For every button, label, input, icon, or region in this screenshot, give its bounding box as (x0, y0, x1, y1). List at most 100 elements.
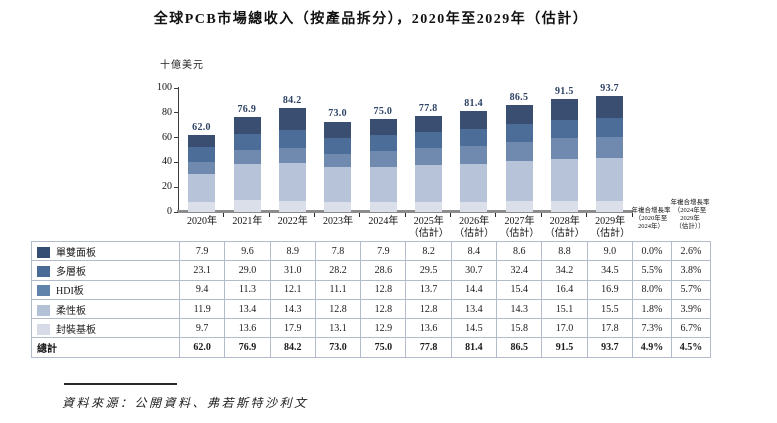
value-cell: 76.9 (224, 337, 271, 358)
x-tick-mark (359, 213, 361, 217)
value-cell: 8.9 (269, 240, 316, 262)
bar-2027年 (505, 104, 533, 212)
bar-segment-多層板 (188, 173, 216, 203)
y-tick-label: 60 (162, 131, 172, 143)
value-cell: 15.8 (496, 318, 543, 339)
bar-segment-柔性板 (324, 137, 352, 154)
value-cell: 14.3 (269, 298, 316, 320)
value-cell: 28.6 (360, 260, 407, 281)
x-category-label: 2025年 （估計） (408, 216, 449, 239)
bar-segment-柔性板 (188, 147, 216, 162)
bar-2029年 (596, 95, 624, 212)
bar-total-label: 76.9 (237, 103, 257, 115)
legend-swatch (37, 323, 50, 335)
bar-segment-HDI板 (505, 142, 533, 162)
value-cell: 93.7 (586, 337, 633, 358)
cagr-cell: 2.6% (670, 240, 711, 262)
value-cell: 7.8 (314, 240, 362, 262)
table-total-row: 總計 62.0 76.9 84.2 73.0 75.0 77.8 81.4 86.5 91.5 93… (31, 337, 711, 358)
value-cell: 77.8 (405, 337, 452, 358)
bar-segment-封裝基板 (278, 107, 306, 130)
bar-segment-多層板 (369, 166, 397, 203)
bar-segment-單雙面板 (233, 200, 261, 212)
value-cell: 12.8 (360, 298, 407, 320)
value-cell: 17.0 (541, 318, 588, 339)
bar-segment-多層板 (233, 164, 261, 201)
value-cell: 12.8 (360, 279, 407, 300)
legend-swatch (37, 304, 50, 316)
value-cell: 9.7 (178, 318, 226, 339)
bar-segment-柔性板 (278, 129, 306, 148)
value-cell: 28.2 (314, 260, 362, 281)
bar-2025年 (414, 115, 442, 212)
bar-segment-HDI板 (324, 153, 352, 168)
row-label: HDI板 (31, 279, 180, 300)
value-cell: 13.6 (405, 318, 452, 339)
table-row: HDI板 9.4 11.3 12.1 11.1 12.8 13.7 14.4 15.4 16.4 1… (31, 279, 711, 300)
x-tick-mark (268, 213, 270, 217)
bar-segment-HDI板 (369, 150, 397, 167)
bar-segment-單雙面板 (460, 201, 488, 212)
value-cell: 12.8 (314, 298, 362, 320)
y-tick-mark (174, 211, 178, 213)
value-cell: 11.1 (314, 279, 362, 300)
bar-2026年 (460, 111, 488, 212)
bar-total-label: 81.4 (464, 98, 483, 110)
value-cell: 29.0 (224, 260, 271, 281)
bar-segment-多層板 (324, 167, 352, 203)
x-category-label: 2020年 (187, 216, 217, 227)
value-cell: 23.1 (178, 260, 226, 281)
cagr-cell: 3.9% (670, 298, 711, 320)
bar-total-label: 91.5 (554, 85, 574, 97)
cagr-cell: 5.7% (670, 279, 711, 300)
value-cell: 14.3 (496, 298, 543, 320)
cagr-cell: 5.5% (631, 260, 672, 281)
bar-segment-封裝基板 (233, 116, 261, 134)
y-axis-unit-label: 十億美元 (160, 60, 204, 71)
cagr-cell: 1.8% (631, 298, 672, 320)
bar-segment-單雙面板 (369, 202, 397, 212)
value-cell: 17.8 (586, 318, 633, 339)
bar-segment-HDI板 (278, 147, 306, 163)
bar-segment-單雙面板 (414, 201, 442, 212)
bar-segment-柔性板 (369, 135, 397, 151)
value-cell: 12.8 (405, 298, 452, 320)
value-cell: 7.9 (178, 240, 226, 262)
value-cell: 9.6 (224, 240, 271, 262)
data-table: 單雙面板 7.9 9.6 8.9 7.8 7.9 8.2 8.4 8.6 8.8 9.0 0.0% 2.… (31, 240, 711, 358)
bar-segment-柔性板 (460, 129, 488, 146)
value-cell: 75.0 (360, 337, 407, 358)
value-cell: 8.6 (496, 240, 543, 262)
bar-segment-多層板 (550, 158, 578, 202)
value-cell: 13.1 (314, 318, 362, 339)
page-title: 全球PCB市場總收入（按產品拆分），2020年至2029年（估計） (153, 12, 589, 27)
bar-segment-多層板 (505, 161, 533, 202)
value-cell: 11.9 (178, 298, 226, 320)
value-cell: 13.4 (450, 298, 498, 320)
legend-swatch (37, 246, 50, 258)
x-category-label: 2023年 (323, 216, 354, 227)
bar-segment-多層板 (460, 163, 488, 202)
cagr-cell: 4.9% (631, 337, 672, 358)
y-tick-mark (174, 161, 178, 163)
x-category-label: 2026年 （估計） (454, 216, 495, 239)
x-category-label: 2028年 （估計） (544, 216, 585, 239)
bar-segment-HDI板 (188, 161, 216, 174)
value-cell: 13.4 (224, 298, 271, 320)
plot-area: 62.0 76.9 84.2 73.0 75.0 77.8 81.4 86.5 91.5 93.7 (179, 83, 633, 212)
bar-segment-封裝基板 (324, 121, 352, 138)
bar-segment-多層板 (414, 165, 442, 202)
table-row: 封裝基板 9.7 13.6 17.9 13.1 12.9 13.6 14.5 15.8 17.0 1… (31, 318, 711, 339)
row-label: 總計 (31, 337, 180, 358)
x-category-label: 2022年 (277, 216, 308, 227)
row-label: 柔性板 (31, 298, 180, 320)
legend-swatch (37, 285, 50, 297)
row-label: 封裝基板 (31, 318, 180, 339)
table-row: 多層板 23.1 29.0 31.0 28.2 28.6 29.5 30.7 32.4 34.2 3… (31, 260, 711, 281)
bar-segment-HDI板 (460, 145, 488, 164)
bar-segment-封裝基板 (596, 95, 624, 118)
y-tick-mark (174, 137, 178, 139)
value-cell: 15.4 (496, 279, 543, 300)
cagr-cell: 8.0% (631, 279, 672, 300)
